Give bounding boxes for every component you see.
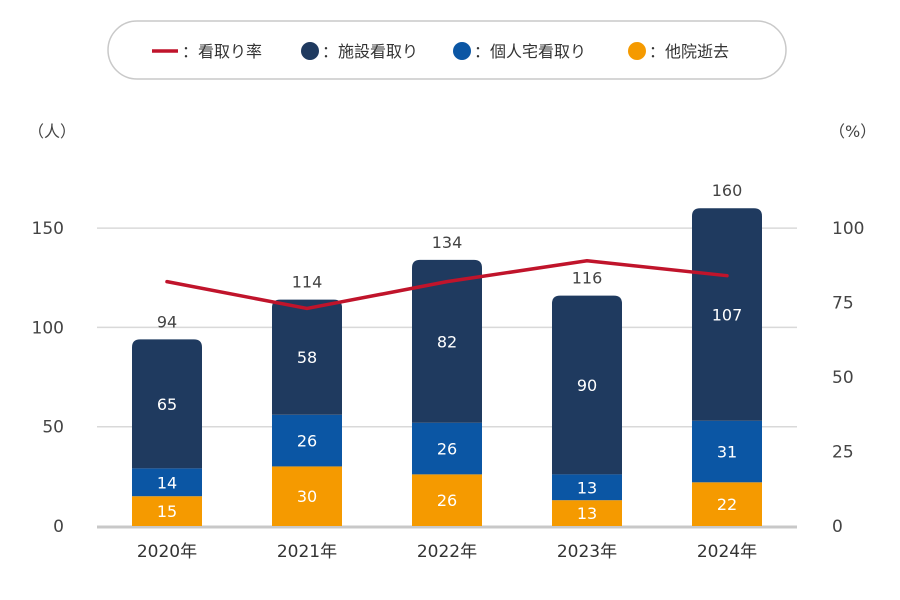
x-tick-label: 2023年 xyxy=(557,542,617,562)
legend-label: ：施設看取り xyxy=(322,42,418,61)
axes: 0 50 100 150 0 25 50 75 100 （人） （%） 2020年 2021年 2022年… xyxy=(28,122,876,562)
bar-segment xyxy=(132,468,202,497)
bars xyxy=(132,208,762,526)
bar-segment xyxy=(132,339,202,469)
y-tick-left: 50 xyxy=(42,418,64,438)
segment-value-label: 58 xyxy=(297,348,317,367)
x-tick-label: 2024年 xyxy=(697,542,757,562)
total-value-label: 160 xyxy=(712,181,743,200)
bar-segment xyxy=(552,474,622,501)
y-tick-right: 25 xyxy=(832,443,854,463)
segment-value-label: 22 xyxy=(717,495,737,514)
legend-frame xyxy=(107,20,787,80)
bar-segment xyxy=(692,420,762,483)
rate-line xyxy=(165,259,729,311)
y-tick-right: 50 xyxy=(832,368,854,388)
segment-value-label: 15 xyxy=(157,502,177,521)
x-tick-label: 2021年 xyxy=(277,542,337,562)
y-axis-label-left: （人） xyxy=(28,122,76,141)
legend-label: ：看取り率 xyxy=(182,42,262,61)
segment-value-label: 107 xyxy=(712,305,743,324)
bar-segment xyxy=(692,482,762,526)
bar-segment xyxy=(552,500,622,526)
segment-value-label: 13 xyxy=(577,478,597,497)
bar-segment xyxy=(132,496,202,526)
segment-value-label: 14 xyxy=(157,473,177,492)
bar-segment xyxy=(272,466,342,526)
y-axis-label-right: （%） xyxy=(829,122,876,141)
segment-value-label: 82 xyxy=(437,332,457,351)
y-tick-left: 0 xyxy=(53,517,64,537)
legend-dot-marker xyxy=(453,42,471,60)
bar-segment xyxy=(412,259,482,423)
rate-line-path xyxy=(165,259,729,311)
bar-segment xyxy=(412,422,482,475)
y-tick-right: 75 xyxy=(832,294,854,314)
bar-segment xyxy=(272,414,342,467)
segment-value-label: 90 xyxy=(577,376,597,395)
x-tick-label: 2020年 xyxy=(137,542,197,562)
x-tick-label: 2022年 xyxy=(417,542,477,562)
total-value-label: 94 xyxy=(157,312,177,331)
data-labels: 15 14 65 94 30 26 58 114 26 26 82 134 13 13 90 116 22 31 1… xyxy=(157,181,742,523)
legend-dot-marker xyxy=(301,42,319,60)
bar-segment xyxy=(272,299,342,415)
legend: ：看取り率 ：施設看取り ：個人宅看取り ：他院逝去 xyxy=(107,20,787,80)
bar-segment xyxy=(412,474,482,526)
segment-value-label: 26 xyxy=(297,432,317,451)
segment-value-label: 26 xyxy=(437,491,457,510)
bar-segment xyxy=(692,208,762,421)
legend-label: ：個人宅看取り xyxy=(474,42,586,61)
y-tick-left: 100 xyxy=(32,318,64,338)
total-value-label: 116 xyxy=(572,269,603,288)
segment-value-label: 13 xyxy=(577,504,597,523)
y-tick-left: 150 xyxy=(32,219,64,239)
legend-label: ：他院逝去 xyxy=(649,42,729,61)
segment-value-label: 30 xyxy=(297,487,317,506)
total-value-label: 114 xyxy=(292,273,323,292)
segment-value-label: 65 xyxy=(157,395,177,414)
bar-segment xyxy=(552,295,622,475)
legend-dot-marker xyxy=(628,42,646,60)
total-value-label: 134 xyxy=(432,233,463,252)
y-tick-right: 0 xyxy=(832,517,843,537)
y-tick-right: 100 xyxy=(832,219,864,239)
segment-value-label: 31 xyxy=(717,443,737,462)
segment-value-label: 26 xyxy=(437,440,457,459)
